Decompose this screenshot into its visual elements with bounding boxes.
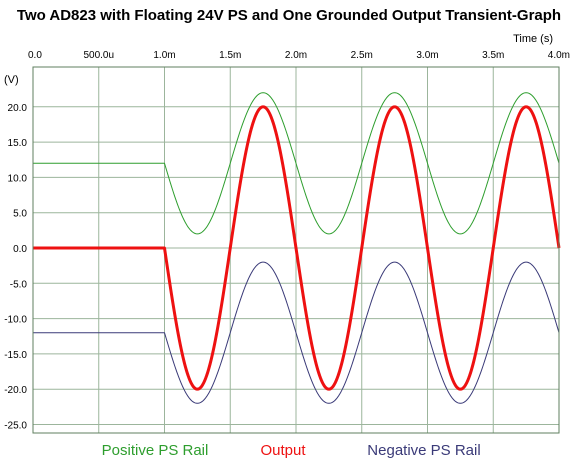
- y-tick-label: 0.0: [13, 244, 27, 255]
- x-tick-label: 2.5m: [351, 50, 373, 61]
- x-tick-label: 3.0m: [416, 50, 438, 61]
- x-tick-label: 1.5m: [219, 50, 241, 61]
- chart-title: Two AD823 with Floating 24V PS and One G…: [17, 7, 561, 24]
- series-lines: [32, 92, 561, 404]
- series-line-negative-ps-rail: [33, 261, 560, 404]
- x-tick-labels: 0.0 500.0u 1.0m 1.5m 2.0m 2.5m 3.0m 3.5m 4.0m: [28, 50, 570, 61]
- y-tick-label: -5.0: [10, 279, 28, 290]
- x-tick-label: 1.0m: [153, 50, 175, 61]
- y-tick-label: -25.0: [4, 421, 27, 432]
- x-tick-label: 500.0u: [83, 50, 114, 61]
- x-tick-label: 3.5m: [482, 50, 504, 61]
- y-tick-label: 5.0: [13, 209, 27, 220]
- series-line-positive-ps-rail: [33, 92, 560, 235]
- x-tick-label: 2.0m: [285, 50, 307, 61]
- y-tick-label: 20.0: [8, 103, 28, 114]
- legend-entry-negative-ps-rail: Negative PS Rail: [367, 442, 480, 459]
- legend: Positive PS Rail Output Negative PS Rail: [102, 442, 481, 459]
- y-tick-label: -20.0: [4, 385, 27, 396]
- plot-frame: [32, 66, 560, 434]
- legend-entry-output: Output: [260, 442, 306, 459]
- y-tick-labels: 20.0 15.0 10.0 5.0 0.0 -5.0 -10.0 -15.0 -20.0 -25…: [4, 103, 27, 432]
- x-tick-label: 4.0m: [548, 50, 570, 61]
- y-axis-label: (V): [4, 74, 19, 86]
- x-axis-label: Time (s): [513, 33, 553, 45]
- y-tick-label: 10.0: [8, 173, 28, 184]
- y-tick-label: -15.0: [4, 350, 27, 361]
- y-tick-label: 15.0: [8, 138, 28, 149]
- legend-entry-positive-ps-rail: Positive PS Rail: [102, 442, 209, 459]
- y-tick-label: -10.0: [4, 315, 27, 326]
- x-tick-label: 0.0: [28, 50, 42, 61]
- series-line-output: [32, 105, 561, 391]
